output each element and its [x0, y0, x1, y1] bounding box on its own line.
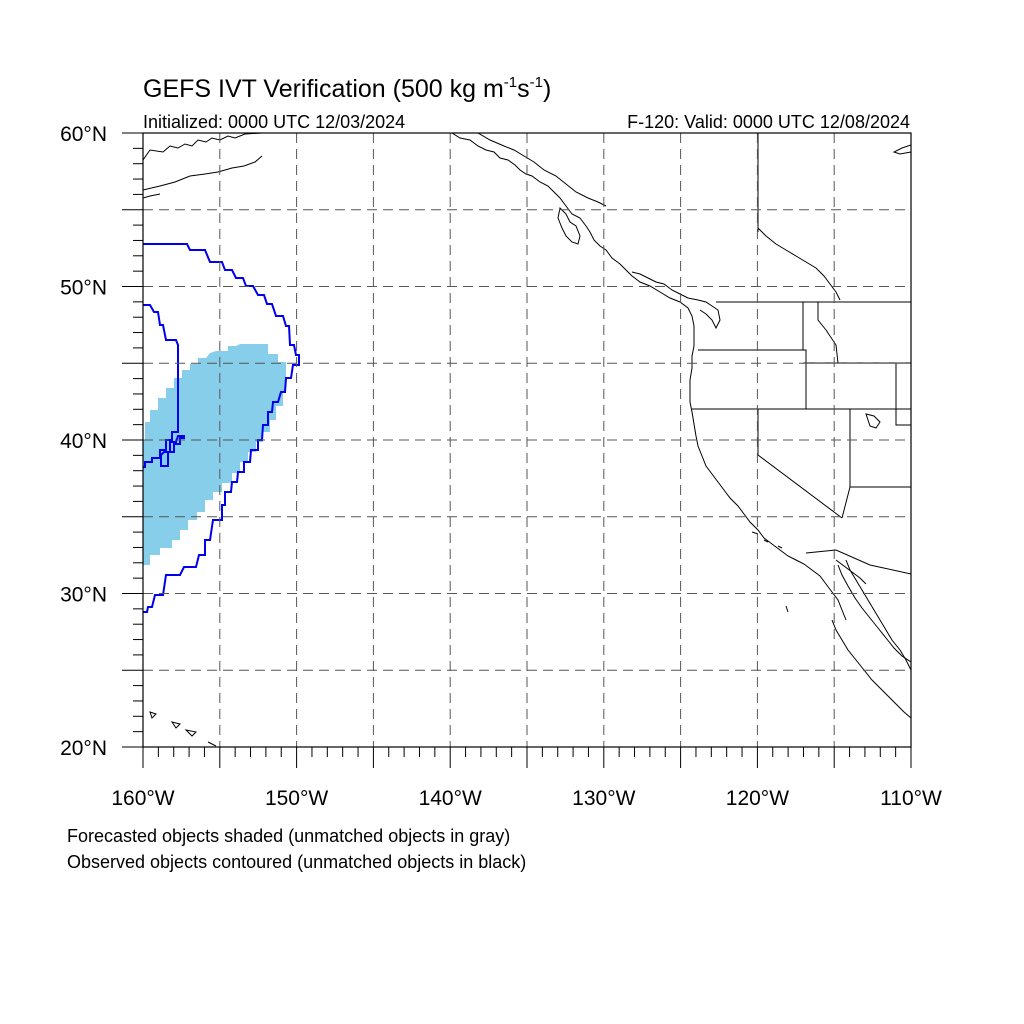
lon-tick-label: 160°W	[111, 787, 174, 810]
lon-tick-label: 120°W	[726, 787, 789, 810]
valid-time-label: F-120: Valid: 0000 UTC 12/08/2024	[627, 112, 910, 132]
forecast-ivt-object	[143, 344, 286, 565]
observed-legend-note: Observed objects contoured (unmatched ob…	[67, 852, 527, 872]
axis-ticks	[122, 132, 912, 768]
observed-ivt-object-west	[143, 304, 179, 468]
lat-tick-label: 40°N	[60, 430, 107, 453]
graticule	[143, 133, 911, 747]
lat-tick-label: 20°N	[60, 737, 107, 760]
lat-tick-label: 50°N	[60, 277, 107, 300]
lon-tick-label: 110°W	[880, 787, 942, 810]
map-title: GEFS IVT Verification (500 kg m-1s-1)	[143, 74, 551, 103]
forecast-legend-note: Forecasted objects shaded (unmatched obj…	[67, 826, 511, 846]
lat-tick-labels: 60°N 50°N 40°N 30°N 20°N	[60, 123, 107, 760]
observed-ivt-object-inner	[160, 435, 185, 467]
observed-ivt-object	[143, 243, 300, 613]
lat-tick-label: 60°N	[60, 123, 107, 146]
init-time-label: Initialized: 0000 UTC 12/03/2024	[143, 112, 405, 132]
lat-tick-label: 30°N	[60, 584, 107, 607]
lon-tick-labels: 160°W 150°W 140°W 130°W 120°W 110°W	[111, 787, 942, 810]
map-panel: 160°W 150°W 140°W 130°W 120°W 110°W 60°N 50°N 4…	[60, 123, 942, 810]
lon-tick-label: 150°W	[265, 787, 328, 810]
lon-tick-label: 130°W	[572, 787, 635, 810]
lon-tick-label: 140°W	[419, 787, 482, 810]
political-boundaries	[692, 133, 911, 575]
